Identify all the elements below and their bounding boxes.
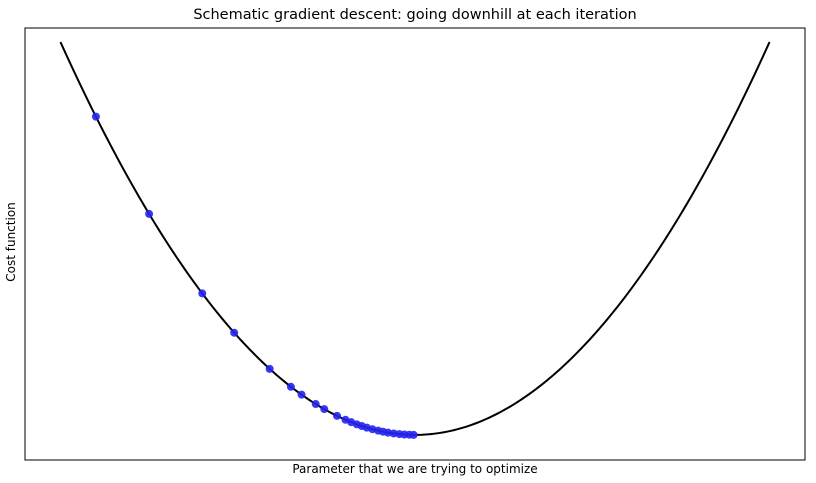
x-axis-label: Parameter that we are trying to optimize: [292, 462, 537, 476]
y-axis-label: Cost function: [4, 202, 18, 282]
descent-point: [265, 364, 274, 373]
descent-point: [311, 400, 320, 409]
descent-point: [145, 209, 154, 218]
descent-point: [297, 390, 306, 399]
chart-title: Schematic gradient descent: going downhi…: [193, 7, 636, 23]
descent-point: [198, 289, 207, 298]
plot-area: [24, 27, 806, 461]
descent-point: [230, 328, 239, 337]
descent-point: [320, 405, 329, 414]
descent-point: [91, 112, 100, 121]
descent-point: [409, 430, 418, 439]
descent-point: [333, 411, 341, 420]
descent-point: [286, 382, 295, 391]
descent-points: [91, 112, 418, 439]
cost-curve-line: [59, 41, 771, 436]
